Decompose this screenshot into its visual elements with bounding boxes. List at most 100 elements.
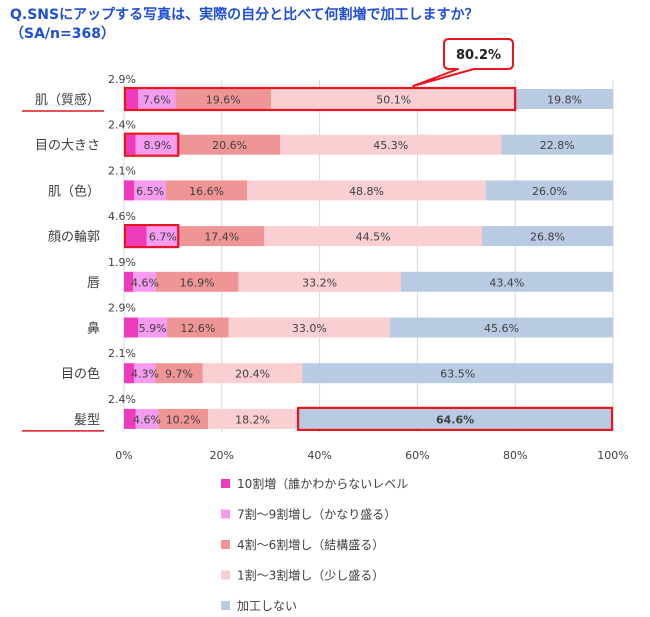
- data-label: 4.3%: [131, 368, 159, 381]
- chart-title-line2: （SA/n=368）: [10, 26, 115, 42]
- category-label: 肌（色）: [48, 183, 100, 199]
- data-label: 16.6%: [189, 185, 224, 198]
- data-label: 48.8%: [349, 185, 384, 198]
- bar-segment: [501, 134, 613, 155]
- category-label: 髪型: [74, 413, 100, 428]
- data-label: 4.6%: [133, 413, 161, 426]
- bar-segment: [485, 180, 613, 201]
- bar-segment: [238, 271, 401, 292]
- bar-segment: [124, 89, 139, 109]
- bar-segment: [208, 408, 298, 429]
- data-label: 2.4%: [108, 393, 136, 406]
- legend-label: 7割～9割増し（かなり盛る）: [237, 507, 396, 522]
- bar-segment: [166, 180, 248, 201]
- bar-segment: [138, 317, 168, 338]
- data-label: 2.1%: [108, 164, 136, 177]
- data-label: 20.4%: [235, 368, 270, 381]
- data-label: 20.6%: [212, 139, 247, 152]
- legend-label: 加工しない: [237, 599, 297, 613]
- highlight-boxes: [123, 86, 614, 431]
- data-label: 18.2%: [235, 413, 270, 426]
- x-tick-label: 40%: [307, 449, 331, 462]
- bar-segment: [155, 363, 203, 384]
- bar-segment: [179, 226, 265, 247]
- data-label: 2.9%: [108, 73, 136, 86]
- data-label: 4.6%: [131, 276, 159, 289]
- data-label: 5.9%: [139, 322, 167, 335]
- data-label: 12.6%: [180, 322, 215, 335]
- bar-segment: [228, 317, 391, 338]
- data-label: 2.9%: [108, 302, 136, 315]
- bar-segment: [271, 89, 517, 109]
- legend-label: 10割増（誰かわからないレベル: [237, 476, 408, 491]
- legend-swatch: [221, 570, 230, 580]
- data-label: 8.9%: [144, 139, 172, 152]
- data-label: 45.3%: [373, 139, 408, 152]
- bar-segment: [124, 363, 135, 384]
- data-label: 19.6%: [206, 94, 241, 107]
- bar-segment: [135, 134, 180, 155]
- highlight-box: [123, 132, 180, 157]
- data-label: 17.4%: [204, 231, 239, 244]
- bar-segment: [297, 408, 613, 429]
- data-label: 44.5%: [356, 231, 391, 244]
- highlight-box: [123, 86, 517, 112]
- x-tick-label: 80%: [503, 449, 527, 462]
- category-label: 目の色: [61, 366, 100, 382]
- highlight-box: [297, 406, 614, 431]
- category-label: 顔の輪郭: [48, 229, 100, 245]
- category-label: 唇: [87, 276, 100, 291]
- bar-segment: [155, 271, 239, 292]
- x-tick-label: 20%: [210, 449, 234, 462]
- legend: 10割増（誰かわからないレベル 7割～9割増し（かなり盛る） 4割～6割増し（結構盛…: [221, 476, 408, 613]
- data-label: 19.8%: [547, 94, 582, 107]
- callout-label: 80.2%: [456, 48, 501, 63]
- bar-segment: [124, 134, 136, 155]
- bar-segment: [138, 89, 176, 109]
- bar-segment: [202, 363, 303, 384]
- bar-segment: [133, 271, 156, 292]
- bar-segment: [135, 408, 159, 429]
- chart-title: Q.SNSにアップする写真は、実際の自分と比べて何割増で加工しますか？ （SA/…: [10, 6, 640, 44]
- data-label: 2.1%: [108, 347, 136, 360]
- data-label: 6.5%: [136, 185, 164, 198]
- bars: [124, 89, 613, 429]
- category-label: 鼻: [87, 321, 100, 337]
- data-label: 33.0%: [292, 322, 327, 335]
- x-tick-label: 0%: [115, 449, 132, 462]
- bar-segment: [175, 89, 272, 109]
- data-label: 1.9%: [108, 256, 136, 269]
- x-tick-label: 60%: [405, 449, 429, 462]
- category-label: 肌（質感）: [35, 92, 100, 108]
- x-tick-labels: 0% 20% 40% 60% 80% 100%: [115, 449, 628, 462]
- data-label: 33.2%: [302, 276, 337, 289]
- bar-segment: [146, 226, 180, 247]
- bar-segment: [400, 271, 613, 292]
- legend-swatch: [221, 540, 230, 549]
- legend-swatch: [221, 509, 230, 519]
- bar-segment: [264, 226, 482, 247]
- data-label: 45.6%: [484, 322, 519, 335]
- bar-segment: [158, 408, 209, 429]
- bar-segment: [124, 408, 136, 429]
- legend-swatch: [221, 479, 230, 488]
- legend-swatch: [221, 601, 230, 610]
- bar-segment: [481, 226, 613, 247]
- data-label: 63.5%: [440, 368, 475, 381]
- bar-segment: [124, 226, 147, 247]
- data-label: 2.4%: [108, 119, 136, 132]
- data-labels: 2.9% 7.6% 19.6% 50.1% 19.8% 2.4% 8.9% 20.6% 45.3…: [108, 73, 582, 426]
- data-label: 9.7%: [165, 368, 193, 381]
- bar-segment: [516, 89, 613, 109]
- data-label: 26.8%: [530, 231, 565, 244]
- data-label: 22.8%: [540, 139, 575, 152]
- x-tick-label: 100%: [597, 449, 628, 462]
- chart-title-line1: Q.SNSにアップする写真は、実際の自分と比べて何割増で加工しますか？: [10, 7, 479, 23]
- bar-segment: [167, 317, 229, 338]
- data-label: 4.6%: [108, 210, 136, 223]
- bar-segment: [179, 134, 280, 155]
- bar-segment: [247, 180, 486, 201]
- legend-label: 1割～3割増し（少し盛る）: [237, 568, 384, 583]
